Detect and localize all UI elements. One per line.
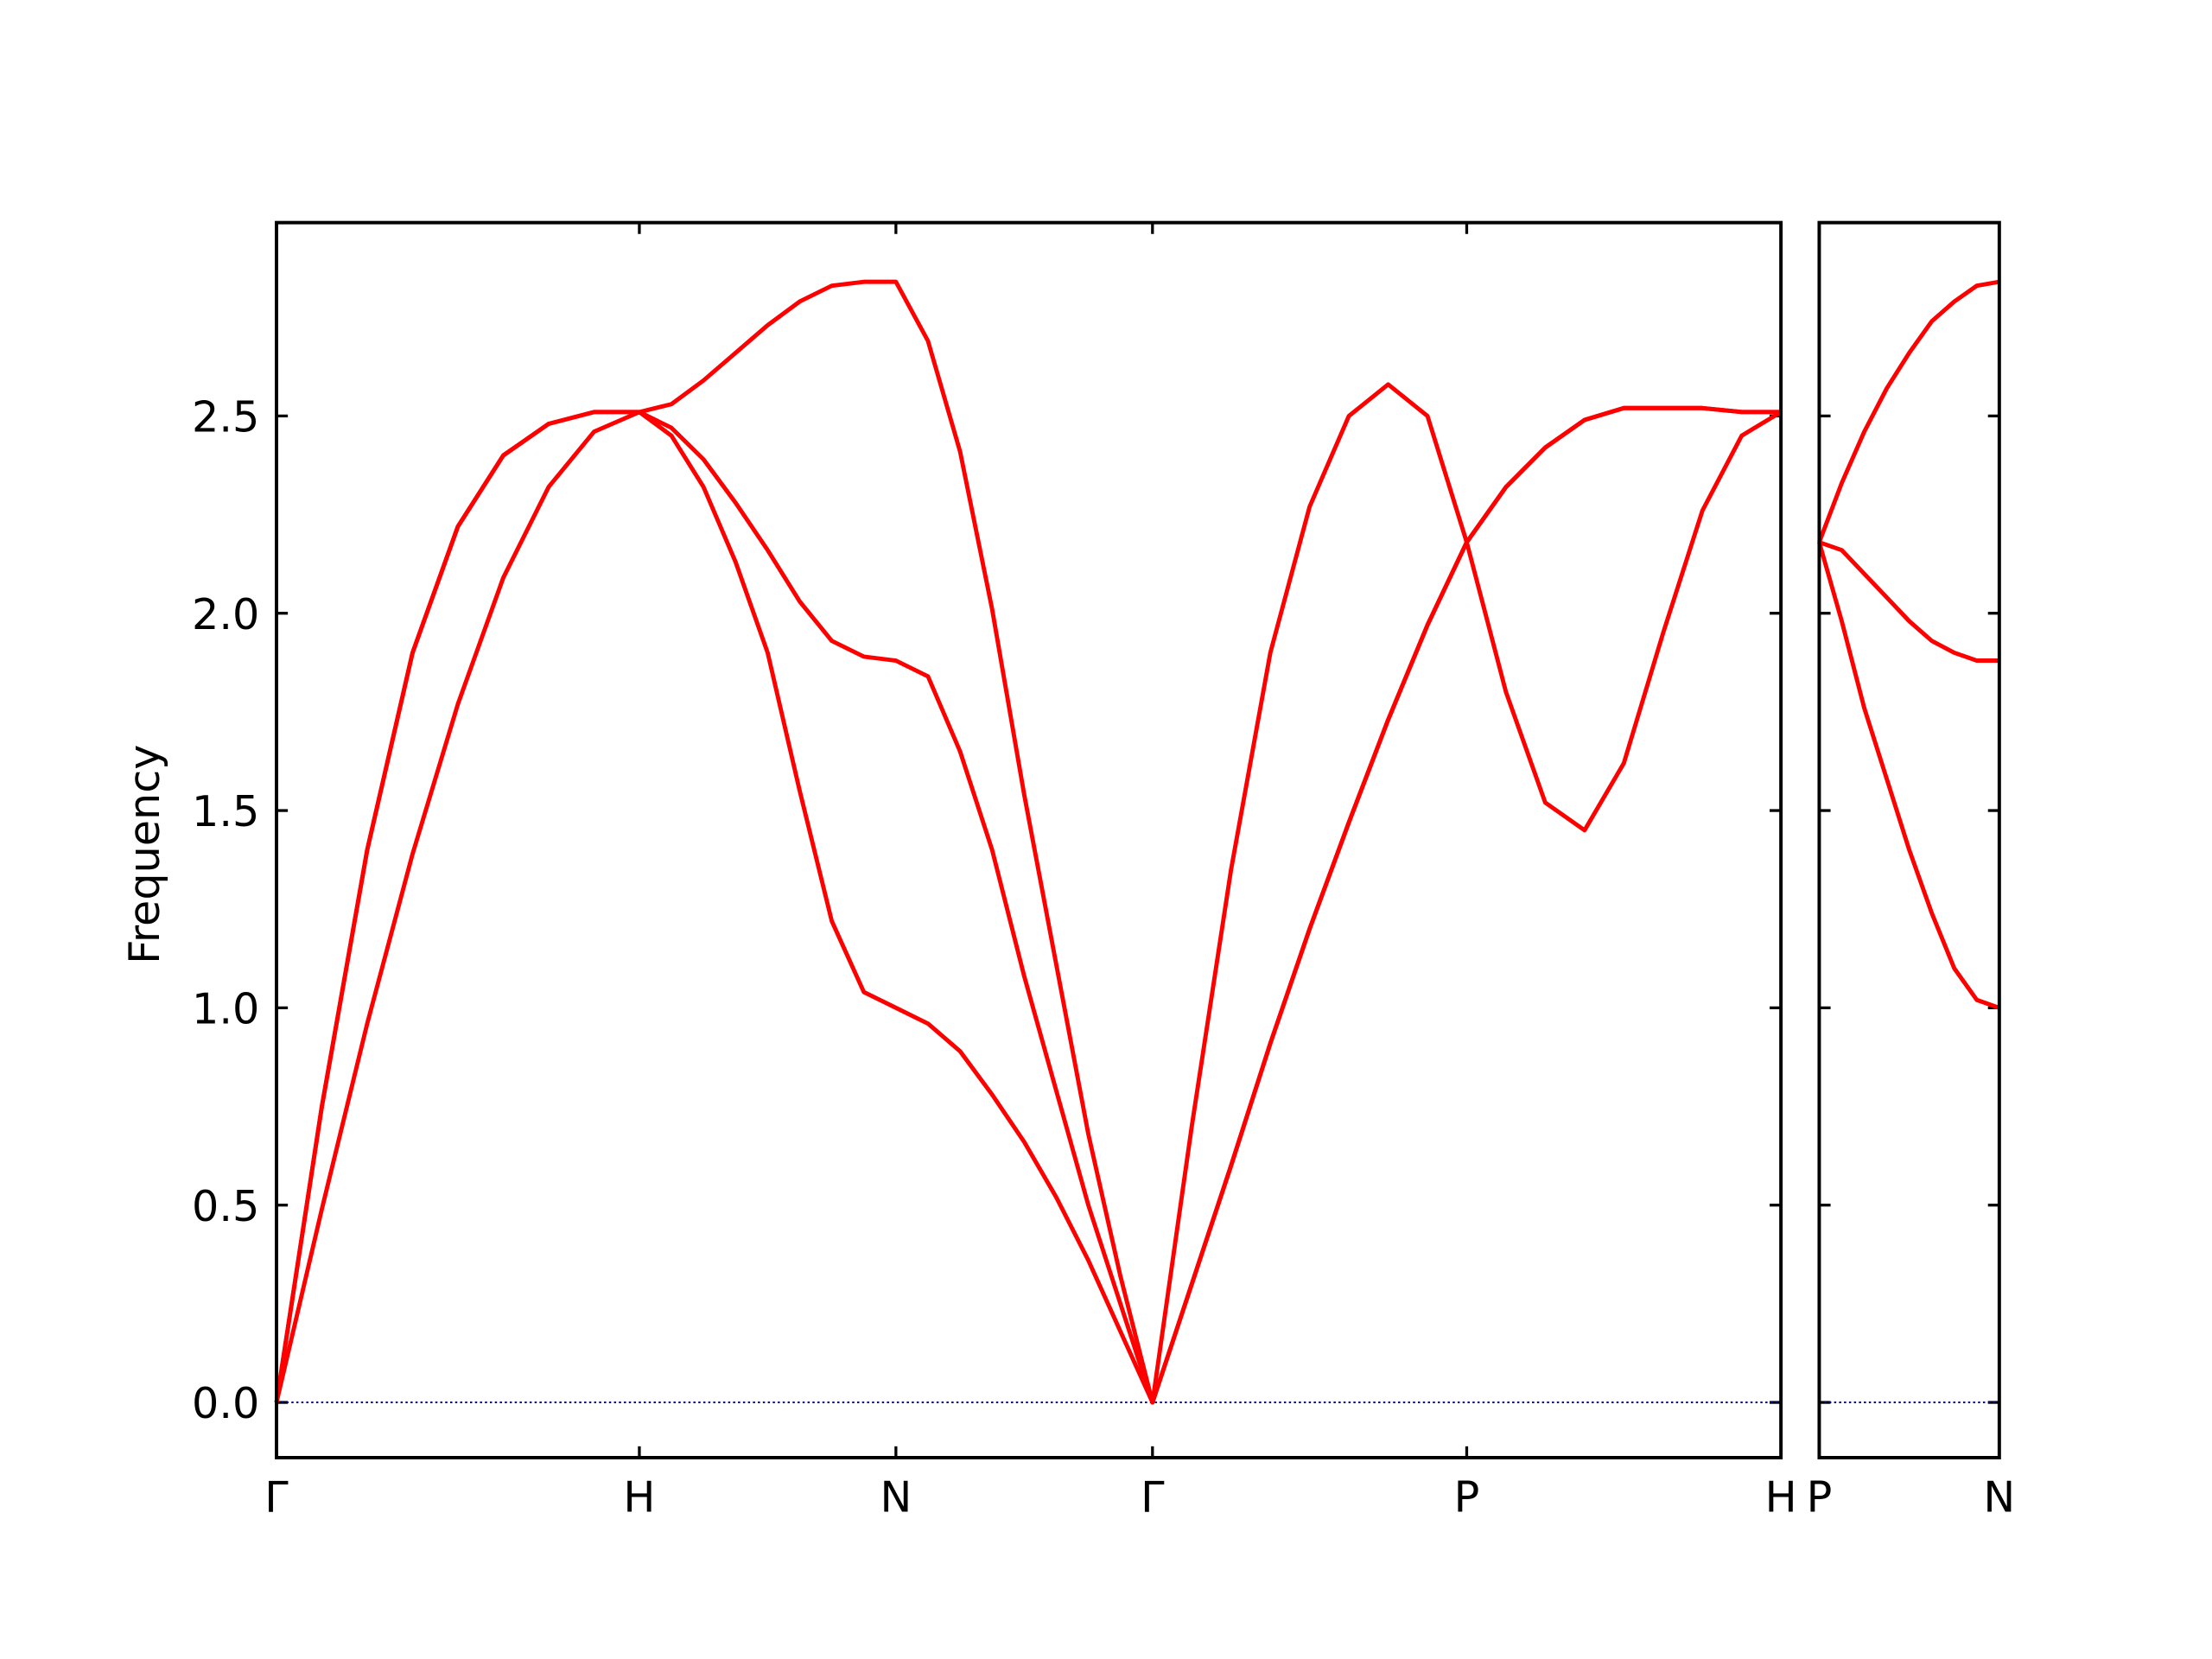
y-tick-label: 0.5 bbox=[192, 1181, 259, 1231]
y-tick-label: 0.0 bbox=[192, 1378, 259, 1428]
y-tick-label: 2.0 bbox=[192, 589, 259, 639]
band-line bbox=[1818, 540, 1999, 663]
x-tick-label: H bbox=[623, 1471, 655, 1522]
y-tick-label: 1.5 bbox=[192, 786, 259, 836]
y-tick-label: 1.0 bbox=[192, 983, 259, 1033]
x-tick-label: N bbox=[880, 1471, 912, 1522]
y-axis-label: Frequency bbox=[119, 745, 169, 964]
x-tick-label: P bbox=[1454, 1471, 1480, 1522]
x-tick-label: Γ bbox=[264, 1471, 289, 1522]
x-tick-label: N bbox=[1983, 1471, 2015, 1522]
band-line bbox=[1817, 541, 2000, 1010]
band-line bbox=[1817, 279, 2000, 543]
plot-frame bbox=[1817, 220, 2001, 1459]
x-tick-label: H bbox=[1765, 1471, 1797, 1522]
band-line bbox=[274, 279, 1782, 1405]
x-tick-label: P bbox=[1807, 1471, 1833, 1522]
y-tick-label: 2.5 bbox=[192, 391, 259, 442]
plot-frame bbox=[275, 220, 1783, 1459]
x-tick-label: Γ bbox=[1141, 1471, 1165, 1522]
